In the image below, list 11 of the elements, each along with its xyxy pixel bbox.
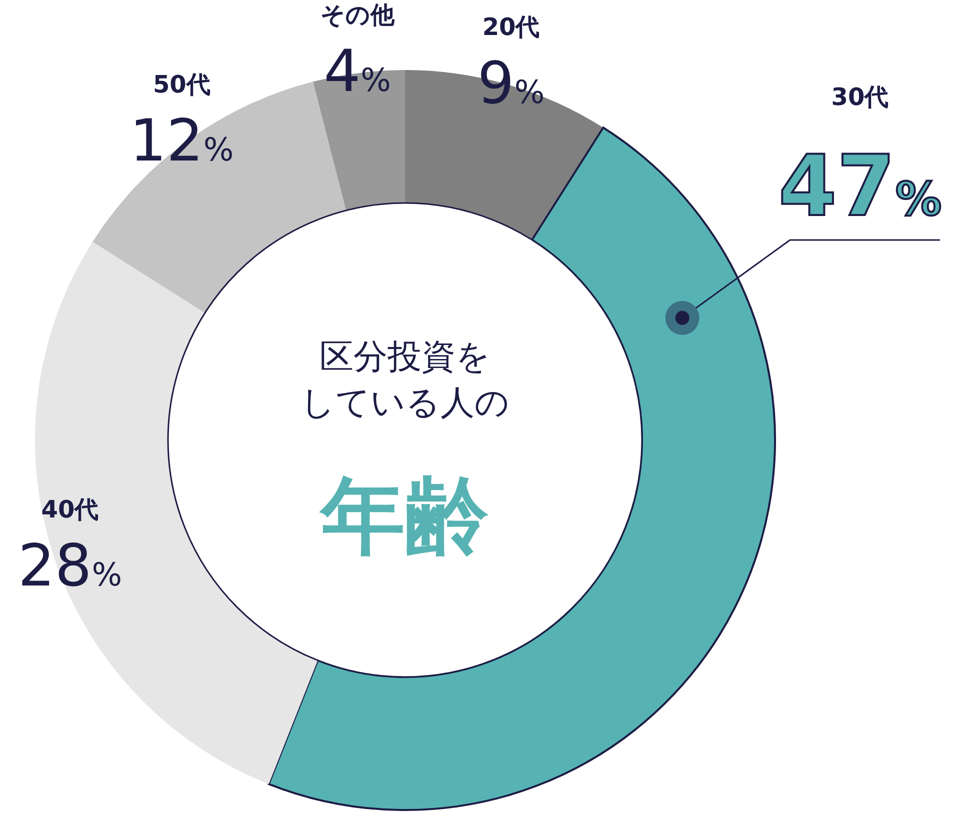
text: 区分投資をしている人の <box>300 337 510 423</box>
slice-label: その他 <box>320 0 396 29</box>
text: 年齢 <box>319 467 489 565</box>
slice-label: 50代 <box>152 70 210 99</box>
slice-label: 40代 <box>41 495 99 524</box>
slice-label: 30代 <box>831 83 889 111</box>
data-label: 28% <box>18 531 122 600</box>
data-label: 47% <box>778 137 942 235</box>
data-label: 4% <box>324 36 391 105</box>
slice-label: 20代 <box>482 13 540 42</box>
data-label: 12% <box>130 106 234 175</box>
